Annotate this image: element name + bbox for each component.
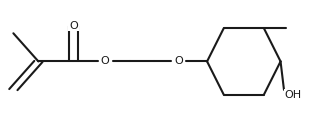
Text: O: O xyxy=(101,56,110,66)
Text: O: O xyxy=(69,21,78,31)
Text: OH: OH xyxy=(285,90,302,100)
Text: O: O xyxy=(174,56,183,66)
